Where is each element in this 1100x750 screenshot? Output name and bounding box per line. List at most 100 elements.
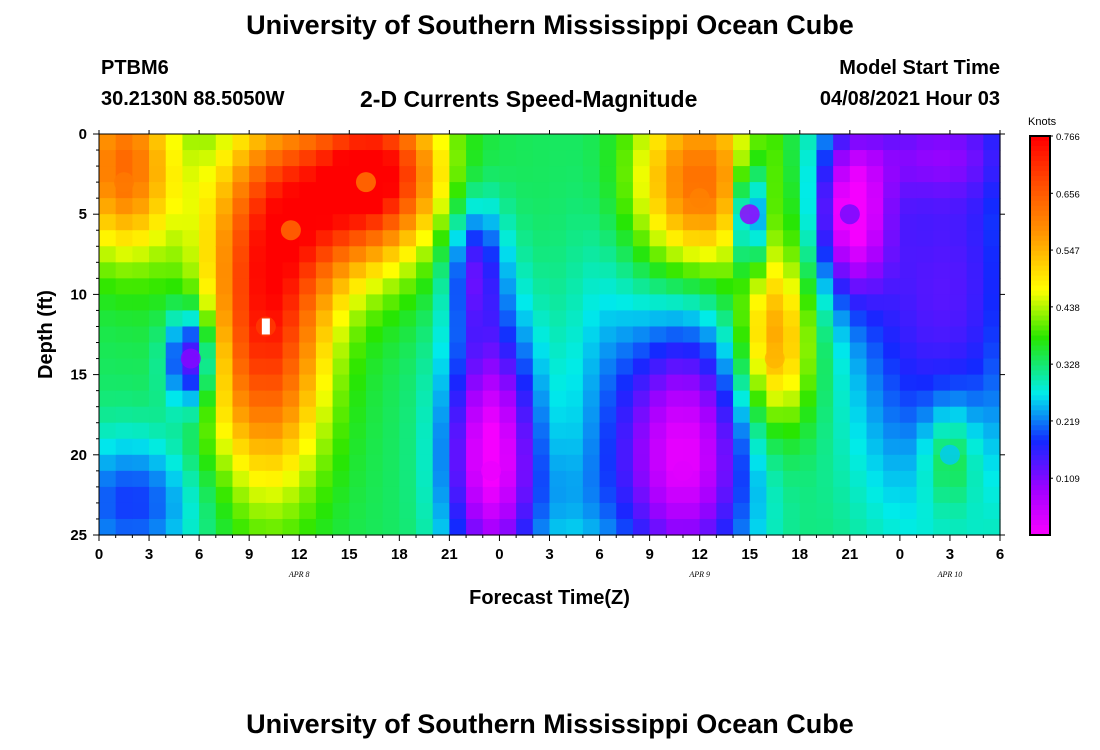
heatmap-cell <box>916 182 934 199</box>
heatmap-cell <box>849 166 868 183</box>
heatmap-cell <box>282 166 300 183</box>
heatmap-cell <box>365 422 384 440</box>
heatmap-cell <box>399 374 417 392</box>
heatmap-cell <box>649 390 667 408</box>
heatmap-cell <box>699 502 717 520</box>
heatmap-cell <box>849 422 868 440</box>
heatmap-cell <box>599 454 617 472</box>
heatmap-cell <box>165 214 184 231</box>
heatmap-cell <box>232 358 250 376</box>
heatmap-cell <box>149 278 167 295</box>
heatmap-feature <box>114 172 135 193</box>
heatmap-cell <box>332 198 350 215</box>
heatmap-cell <box>866 310 884 328</box>
heatmap-cell <box>566 166 584 183</box>
heatmap-cell <box>883 326 901 344</box>
colorbar-segment <box>1030 440 1050 446</box>
heatmap-cell <box>616 182 634 199</box>
heatmap-cell <box>599 246 617 263</box>
heatmap-cell <box>632 454 651 472</box>
y-tick-label: 15 <box>70 367 87 384</box>
heatmap-cell <box>332 518 350 536</box>
heatmap-cell <box>749 374 768 392</box>
station-coords: 30.2130N 88.5050W <box>101 88 285 110</box>
heatmap-cell <box>382 374 400 392</box>
heatmap-cell <box>933 278 951 295</box>
heatmap-cell <box>749 358 768 376</box>
heatmap-cell <box>733 230 751 247</box>
heatmap-cell <box>566 422 584 440</box>
heatmap-cell <box>549 438 567 456</box>
heatmap-cell <box>933 502 951 520</box>
heatmap-cell <box>566 214 584 231</box>
heatmap-cell <box>849 454 868 472</box>
heatmap-cell <box>649 470 667 488</box>
heatmap-cell <box>516 422 534 440</box>
heatmap-cell <box>833 438 851 456</box>
heatmap-cell <box>115 294 133 312</box>
heatmap-cell <box>432 518 450 536</box>
heatmap-cell <box>899 278 918 295</box>
heatmap-cell <box>733 438 751 456</box>
heatmap-cell <box>332 262 350 279</box>
heatmap-cell <box>833 182 851 199</box>
heatmap-cell <box>733 502 751 520</box>
heatmap-cell <box>132 470 150 488</box>
heatmap-cell <box>132 518 150 536</box>
heatmap-cell <box>549 342 567 360</box>
heatmap-cell <box>632 390 651 408</box>
heatmap-cell <box>449 262 467 279</box>
heatmap-cell <box>666 278 684 295</box>
heatmap-cell <box>849 246 868 263</box>
heatmap-cell <box>149 374 167 392</box>
y-tick-label: 25 <box>70 527 87 544</box>
heatmap-cell <box>983 422 1001 440</box>
heatmap-cell <box>983 294 1001 312</box>
heatmap-cell <box>382 342 400 360</box>
heatmap-cell <box>666 166 684 183</box>
heatmap-cell <box>165 390 184 408</box>
heatmap-cell <box>783 374 801 392</box>
heatmap-cell <box>833 422 851 440</box>
heatmap-cell <box>582 214 601 231</box>
heatmap-cell <box>299 150 317 167</box>
heatmap-cell <box>215 374 234 392</box>
colorbar-segment <box>1030 380 1050 386</box>
heatmap-cell <box>382 134 400 151</box>
heatmap-cell <box>432 374 450 392</box>
model-start-label: Model Start Time <box>839 57 1000 79</box>
x-tick-label: 18 <box>791 546 808 563</box>
heatmap-cell <box>883 486 901 504</box>
heatmap-cell <box>899 422 918 440</box>
y-tick-label: 20 <box>70 447 87 464</box>
heatmap-cell <box>349 230 367 247</box>
heatmap-cell <box>282 486 300 504</box>
heatmap-cell <box>399 454 417 472</box>
heatmap-cell <box>549 182 567 199</box>
heatmap-cell <box>532 134 551 151</box>
heatmap-cell <box>182 374 200 392</box>
heatmap-cell <box>149 422 167 440</box>
heatmap-cell <box>349 310 367 328</box>
heatmap-cell <box>399 486 417 504</box>
heatmap-cell <box>883 150 901 167</box>
heatmap-cell <box>883 262 901 279</box>
heatmap-cell <box>916 166 934 183</box>
heatmap-cell <box>115 358 133 376</box>
heatmap-cell <box>749 262 768 279</box>
heatmap-feature <box>355 172 376 193</box>
heatmap-cell <box>265 182 284 199</box>
colorbar-segment <box>1030 275 1050 282</box>
colorbar-segment <box>1030 235 1050 242</box>
heatmap-cell <box>716 502 734 520</box>
heatmap-cell <box>733 150 751 167</box>
heatmap-cell <box>516 486 534 504</box>
heatmap-cell <box>749 230 768 247</box>
heatmap-cell <box>549 390 567 408</box>
colorbar-segment <box>1030 500 1050 506</box>
heatmap-cell <box>165 278 184 295</box>
heatmap-cell <box>766 502 784 520</box>
heatmap-cell <box>199 454 217 472</box>
heatmap-cell <box>299 518 317 536</box>
heatmap-cell <box>933 342 951 360</box>
